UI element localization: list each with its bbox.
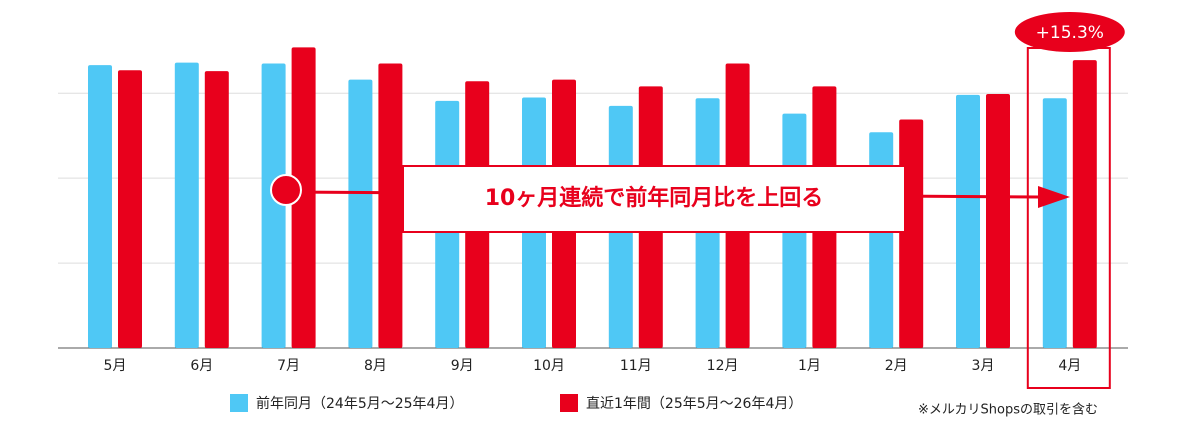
x-tick-label: 8月: [364, 358, 387, 374]
bar: [174, 62, 199, 348]
x-tick-label: 6月: [190, 358, 213, 374]
bar: [348, 79, 373, 348]
x-tick-label: 3月: [972, 358, 995, 374]
x-tick-label: 4月: [1058, 358, 1081, 374]
bar: [88, 65, 112, 349]
bar: [956, 94, 980, 348]
x-tick-label: 2月: [885, 358, 908, 374]
arrow-start: [270, 174, 302, 206]
legend-swatch: [230, 394, 248, 412]
bar: [291, 47, 316, 349]
bar: [1042, 98, 1067, 348]
bar: [986, 94, 1010, 348]
bar: [261, 63, 286, 349]
x-tick-label: 11月: [620, 358, 652, 374]
highlight-box: [1026, 47, 1111, 389]
bar: [1072, 60, 1097, 348]
bar: [204, 71, 229, 348]
x-tick-label: 5月: [104, 358, 127, 374]
callout-text: 10ヶ月連続で前年同月比を上回る: [485, 185, 824, 211]
x-tick-label: 7月: [277, 358, 300, 374]
bar: [869, 132, 894, 348]
highlight-pill: [1014, 12, 1125, 52]
x-tick-label: 9月: [451, 358, 474, 374]
bar: [378, 63, 403, 349]
bar: [118, 70, 142, 349]
arrow-head: [1038, 186, 1070, 208]
note: ※メルカリShopsの取引を含む: [918, 402, 1098, 418]
x-tick-label: 10月: [533, 358, 565, 374]
x-tick-label: 1月: [798, 358, 821, 374]
legend-label: 直近1年間（25年5月〜26年4月）: [586, 395, 802, 412]
x-tick-label: 12月: [707, 358, 739, 374]
bar: [899, 119, 924, 348]
legend-label: 前年同月（24年5月〜25年4月）: [256, 395, 463, 412]
highlight-label: +15.3%: [1036, 23, 1104, 43]
callout-box: [402, 165, 906, 233]
legend-swatch: [560, 394, 578, 412]
